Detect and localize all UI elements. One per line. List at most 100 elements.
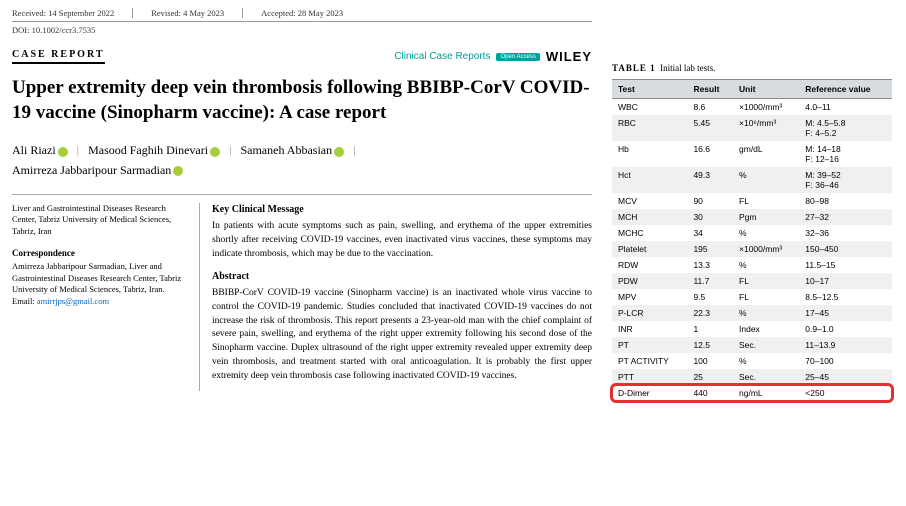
table-row: PT ACTIVITY100%70–100 — [612, 353, 892, 369]
table-cell: ×1000/mm³ — [733, 99, 799, 116]
table-row: RDW13.3%11.5–15 — [612, 257, 892, 273]
correspondence-body: Amirreza Jabbaripour Sarmadian, Liver an… — [12, 261, 187, 295]
table-row: D-Dimer440ng/mL<250 — [612, 385, 892, 401]
table-row: MCH30Pgm27–32 — [612, 209, 892, 225]
table-row: PDW11.7FL10–17 — [612, 273, 892, 289]
table-cell: % — [733, 353, 799, 369]
table-cell: PDW — [612, 273, 687, 289]
table-cell: 12.5 — [687, 337, 733, 353]
table-cell: Platelet — [612, 241, 687, 257]
table-cell: 1 — [687, 321, 733, 337]
table-cell: 90 — [687, 193, 733, 209]
abstract-body: BBIBP-CorV COVID-19 vaccine (Sinopharm v… — [212, 287, 592, 383]
table-row: Platelet195×1000/mm³150–450 — [612, 241, 892, 257]
table-header-cell: Result — [687, 80, 733, 99]
affiliation-text: Liver and Gastrointestinal Diseases Rese… — [12, 203, 187, 237]
table-header-cell: Reference value — [799, 80, 892, 99]
table-cell: 0.9–1.0 — [799, 321, 892, 337]
table-cell: 11.5–15 — [799, 257, 892, 273]
table-cell: MCV — [612, 193, 687, 209]
table-cell: <250 — [799, 385, 892, 401]
table-row: MCHC34%32–36 — [612, 225, 892, 241]
table-cell: ×10⁶/mm³ — [733, 115, 799, 141]
table-cell: 150–450 — [799, 241, 892, 257]
table-header-cell: Test — [612, 80, 687, 99]
table-cell: D-Dimer — [612, 385, 687, 401]
received-date: Received: 14 September 2022 — [12, 8, 133, 18]
table-row: RBC5.45×10⁶/mm³M: 4.5–5.8 F: 4–5.2 — [612, 115, 892, 141]
author: Samaneh Abbasian — [240, 141, 332, 160]
table-cell: PTT — [612, 369, 687, 385]
table-cell: 8.5–12.5 — [799, 289, 892, 305]
correspondence-email: Email: amirrjps@gmail.com — [12, 296, 187, 307]
orcid-icon — [210, 147, 220, 157]
table-cell: M: 4.5–5.8 F: 4–5.2 — [799, 115, 892, 141]
table-row: INR1Index0.9–1.0 — [612, 321, 892, 337]
table-cell: 4.0–11 — [799, 99, 892, 116]
table-cell: Hb — [612, 141, 687, 167]
table-cell: 11.7 — [687, 273, 733, 289]
table-cell: 30 — [687, 209, 733, 225]
table-cell: 22.3 — [687, 305, 733, 321]
accepted-date: Accepted: 28 May 2023 — [261, 8, 361, 18]
lab-results-table: TestResultUnitReference value WBC8.6×100… — [612, 79, 892, 401]
table-cell: 25–45 — [799, 369, 892, 385]
table-cell: 32–36 — [799, 225, 892, 241]
table-cell: PT — [612, 337, 687, 353]
table-cell: % — [733, 305, 799, 321]
abstract-heading: Abstract — [212, 270, 592, 285]
author: Ali Riazi — [12, 141, 56, 160]
table-cell: INR — [612, 321, 687, 337]
table-cell: % — [733, 225, 799, 241]
table-cell: FL — [733, 193, 799, 209]
revised-date: Revised: 4 May 2023 — [151, 8, 243, 18]
table-cell: 195 — [687, 241, 733, 257]
publisher-logo: WILEY — [546, 49, 592, 64]
key-clinical-message-body: In patients with acute symptoms such as … — [212, 220, 592, 261]
article-body: Key Clinical Message In patients with ac… — [199, 203, 592, 392]
table-cell: Sec. — [733, 369, 799, 385]
article-title: Upper extremity deep vein thrombosis fol… — [12, 76, 592, 125]
table-cell: 100 — [687, 353, 733, 369]
orcid-icon — [173, 166, 183, 176]
table-cell: WBC — [612, 99, 687, 116]
table-cell: Hct — [612, 167, 687, 193]
affiliation-sidebar: Liver and Gastrointestinal Diseases Rese… — [12, 203, 187, 392]
table-cell: Index — [733, 321, 799, 337]
table-cell: ng/mL — [733, 385, 799, 401]
table-cell: Pgm — [733, 209, 799, 225]
email-link[interactable]: amirrjps@gmail.com — [37, 296, 109, 306]
table-cell: P-LCR — [612, 305, 687, 321]
correspondence-heading: Correspondence — [12, 247, 187, 259]
table-cell: Sec. — [733, 337, 799, 353]
table-cell: FL — [733, 289, 799, 305]
table-row: P-LCR22.3%17–45 — [612, 305, 892, 321]
table-cell: 440 — [687, 385, 733, 401]
journal-name: Clinical Case Reports — [394, 51, 490, 62]
table-cell: M: 14–18 F: 12–16 — [799, 141, 892, 167]
divider — [12, 194, 592, 195]
table-cell: % — [733, 167, 799, 193]
table-row: Hb16.6gm/dLM: 14–18 F: 12–16 — [612, 141, 892, 167]
table-cell: gm/dL — [733, 141, 799, 167]
table-cell: 10–17 — [799, 273, 892, 289]
table-row: MPV9.5FL8.5–12.5 — [612, 289, 892, 305]
table-cell: M: 39–52 F: 36–46 — [799, 167, 892, 193]
table-row: PT12.5Sec.11–13.9 — [612, 337, 892, 353]
table-row: MCV90FL80–98 — [612, 193, 892, 209]
table-cell: 17–45 — [799, 305, 892, 321]
table-cell: ×1000/mm³ — [733, 241, 799, 257]
author-list: Ali Riazi | Masood Faghih Dinevari | Sam… — [12, 141, 592, 179]
journal-branding: Clinical Case Reports Open Access WILEY — [394, 49, 592, 64]
key-clinical-message-heading: Key Clinical Message — [212, 203, 592, 218]
table-cell: 70–100 — [799, 353, 892, 369]
table-row: WBC8.6×1000/mm³4.0–11 — [612, 99, 892, 116]
table-cell: RDW — [612, 257, 687, 273]
table-header-cell: Unit — [733, 80, 799, 99]
table-cell: 8.6 — [687, 99, 733, 116]
orcid-icon — [334, 147, 344, 157]
table-cell: 27–32 — [799, 209, 892, 225]
doi: DOI: 10.1002/ccr3.7535 — [12, 25, 592, 35]
table-cell: PT ACTIVITY — [612, 353, 687, 369]
table-row: Hct49.3%M: 39–52 F: 36–46 — [612, 167, 892, 193]
